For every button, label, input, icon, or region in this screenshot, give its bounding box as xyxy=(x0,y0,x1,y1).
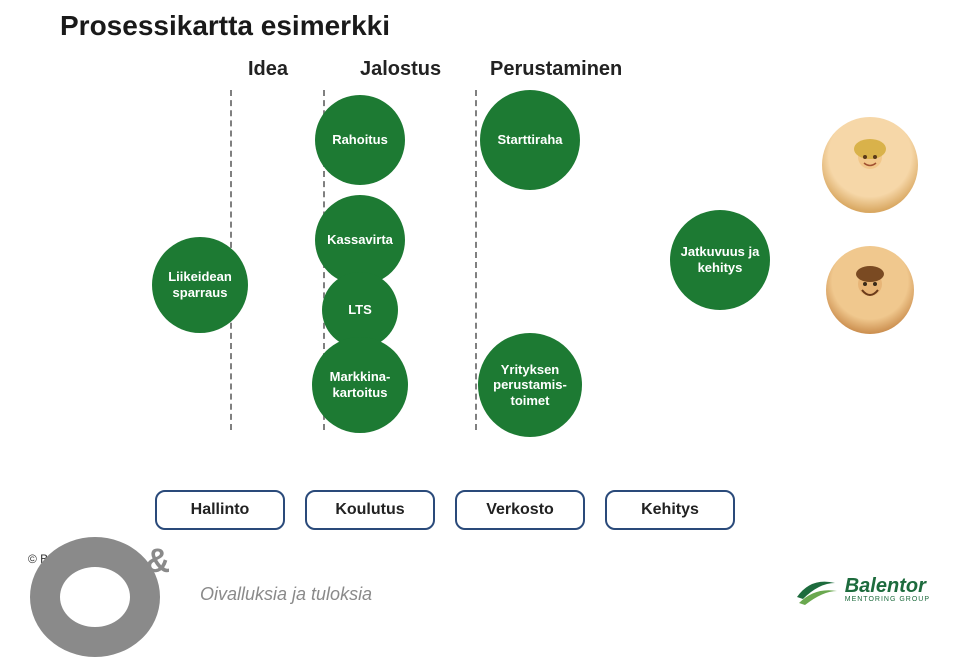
node-rahoitus: Rahoitus xyxy=(315,95,405,185)
balentor-sub: MENTORING GROUP xyxy=(845,596,930,603)
footer-box-koulutus: Koulutus xyxy=(305,490,435,530)
footer-box-hallinto: Hallinto xyxy=(155,490,285,530)
face-icon-2 xyxy=(826,246,914,334)
node-yrityksen: Yrityksen perustamis- toimet xyxy=(478,333,582,437)
col-header-jalostus: Jalostus xyxy=(360,58,441,81)
balentor-swoosh-icon xyxy=(793,569,839,609)
person-icon xyxy=(842,262,898,318)
face-icon-1 xyxy=(822,117,918,213)
footer-box-verkosto: Verkosto xyxy=(455,490,585,530)
balentor-text: Balentor MENTORING GROUP xyxy=(845,576,930,603)
node-liikeidean: Liikeidean sparraus xyxy=(152,237,248,333)
person-icon xyxy=(840,135,900,195)
ampersand-icon: & xyxy=(145,542,170,581)
balentor-logo: Balentor MENTORING GROUP xyxy=(793,569,930,609)
tagline-text: Oivalluksia ja tuloksia xyxy=(200,584,372,605)
footer-box-kehitys: Kehitys xyxy=(605,490,735,530)
node-markkina: Markkina- kartoitus xyxy=(312,337,408,433)
o-shape-icon xyxy=(30,537,160,657)
col-header-idea: Idea xyxy=(248,58,288,81)
node-jatkuvuus: Jatkuvuus ja kehitys xyxy=(670,210,770,310)
node-starttiraha: Starttiraha xyxy=(480,90,580,190)
balentor-name: Balentor xyxy=(845,576,930,596)
divider-3 xyxy=(475,90,477,430)
page-title: Prosessikartta esimerkki xyxy=(60,10,390,42)
o-and-logo: & xyxy=(30,537,180,657)
col-header-perustaminen: Perustaminen xyxy=(490,58,622,81)
